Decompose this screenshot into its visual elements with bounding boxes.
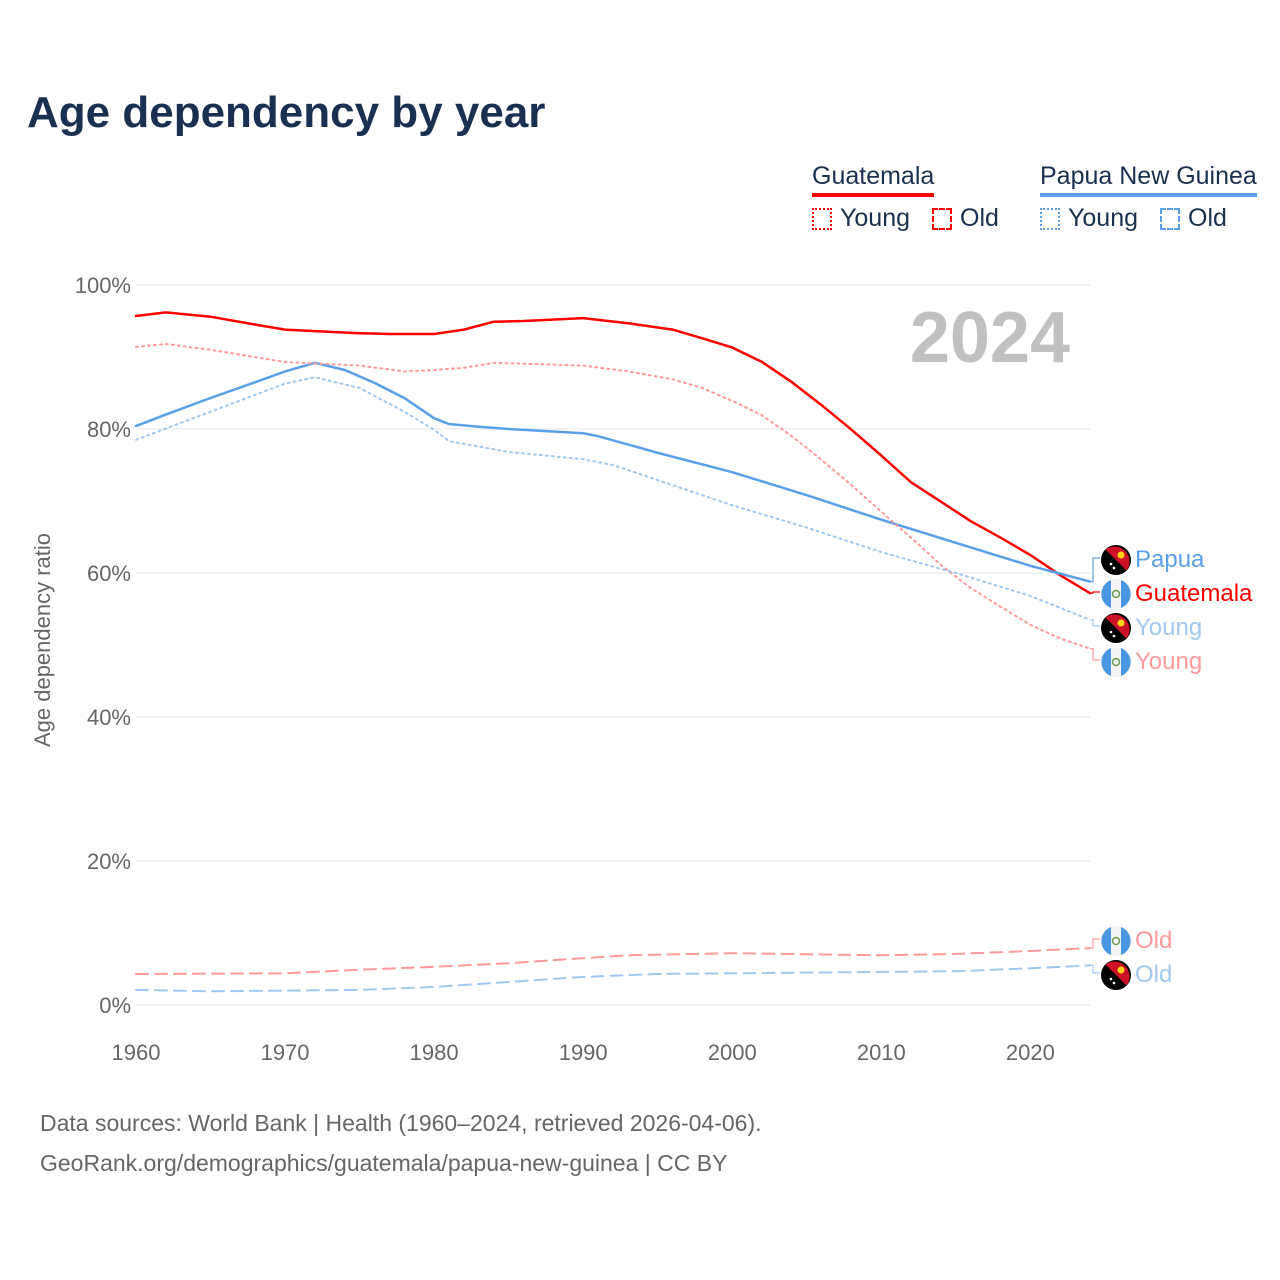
- y-tick-label: 0%: [99, 993, 131, 1018]
- x-tick-label: 2020: [1006, 1040, 1055, 1065]
- x-tick-label: 1960: [112, 1040, 161, 1065]
- x-tick-label: 1970: [261, 1040, 310, 1065]
- png-flag-star: [1109, 630, 1113, 634]
- y-tick-label: 20%: [87, 849, 131, 874]
- guatemala-flag-left: [1101, 927, 1111, 955]
- legend-label: Old: [960, 204, 999, 232]
- year-annotation: 2024: [910, 298, 1070, 378]
- dotted-swatch-icon: [812, 207, 832, 230]
- legend-guatemala-young[interactable]: Young: [812, 204, 910, 233]
- series-line-papua-new-guinea: [134, 361, 1092, 583]
- series-line-guatemala: [134, 311, 1092, 595]
- x-tick-label: 1980: [410, 1040, 459, 1065]
- label-connector: [1090, 619, 1100, 627]
- png-flag-bird: [1117, 551, 1125, 559]
- end-label: Old: [1135, 927, 1172, 954]
- y-tick-label: 60%: [87, 561, 131, 586]
- png-flag-red-half: [1105, 961, 1130, 986]
- x-tick-label: 2010: [857, 1040, 906, 1065]
- legend-guatemala[interactable]: Guatemala: [812, 162, 935, 197]
- end-label: Papua: [1135, 546, 1205, 573]
- png-flag-red-half: [1105, 614, 1130, 639]
- png-flag-star: [1109, 562, 1113, 566]
- guatemala-flag-right: [1121, 580, 1131, 608]
- dotted-swatch-icon: [1040, 207, 1060, 230]
- end-label: Young: [1135, 648, 1202, 675]
- series-line-papua-new-guinea-old: [135, 964, 1091, 993]
- x-tick-label: 1990: [559, 1040, 608, 1065]
- png-flag-star: [1112, 566, 1116, 570]
- png-flag-red-half: [1105, 546, 1130, 571]
- guatemala-flag-left: [1101, 580, 1111, 608]
- legend-png-young[interactable]: Young: [1040, 204, 1138, 233]
- guatemala-flag-right: [1121, 648, 1131, 676]
- y-axis-label: Age dependency ratio: [30, 533, 55, 747]
- series-line-guatemala-old: [135, 947, 1091, 975]
- footer-link[interactable]: GeoRank.org/demographics/guatemala/papua…: [40, 1150, 728, 1176]
- dashed-swatch-icon: [932, 207, 952, 230]
- legend-papua-new-guinea[interactable]: Papua New Guinea: [1040, 162, 1257, 197]
- label-connector: [1090, 938, 1100, 949]
- x-tick-label: 2000: [708, 1040, 757, 1065]
- guatemala-flag-left: [1101, 648, 1111, 676]
- end-label: Guatemala: [1135, 580, 1253, 607]
- legend-label: Young: [840, 204, 910, 232]
- guatemala-flag-emblem: [1111, 589, 1121, 599]
- chart-title: Age dependency by year: [27, 88, 546, 137]
- legend-png-old[interactable]: Old: [1160, 204, 1227, 233]
- png-flag-star: [1109, 977, 1113, 981]
- series-line-guatemala-young: [135, 342, 1091, 650]
- png-flag-bird: [1117, 619, 1125, 627]
- legend-guatemala-old[interactable]: Old: [932, 204, 999, 233]
- legend-label: Young: [1068, 204, 1138, 232]
- end-label: Young: [1135, 614, 1202, 641]
- end-label: Old: [1135, 961, 1172, 988]
- series-line-papua-new-guinea-young: [135, 376, 1091, 621]
- guatemala-flag-right: [1121, 927, 1131, 955]
- guatemala-flag-emblem: [1111, 936, 1121, 946]
- png-flag-bird: [1117, 966, 1125, 974]
- label-connector: [1090, 648, 1100, 661]
- legend-label: Old: [1188, 204, 1227, 232]
- y-tick-label: 80%: [87, 417, 131, 442]
- png-flag-star: [1112, 634, 1116, 638]
- y-tick-label: 40%: [87, 705, 131, 730]
- y-tick-label: 100%: [75, 273, 131, 298]
- label-connector: [1090, 557, 1100, 583]
- label-connector: [1090, 591, 1100, 594]
- guatemala-flag-emblem: [1111, 657, 1121, 667]
- footer-sources: Data sources: World Bank | Health (1960–…: [40, 1110, 762, 1136]
- label-connector: [1090, 964, 1100, 974]
- png-flag-star: [1112, 981, 1116, 985]
- dashed-swatch-icon: [1160, 207, 1180, 230]
